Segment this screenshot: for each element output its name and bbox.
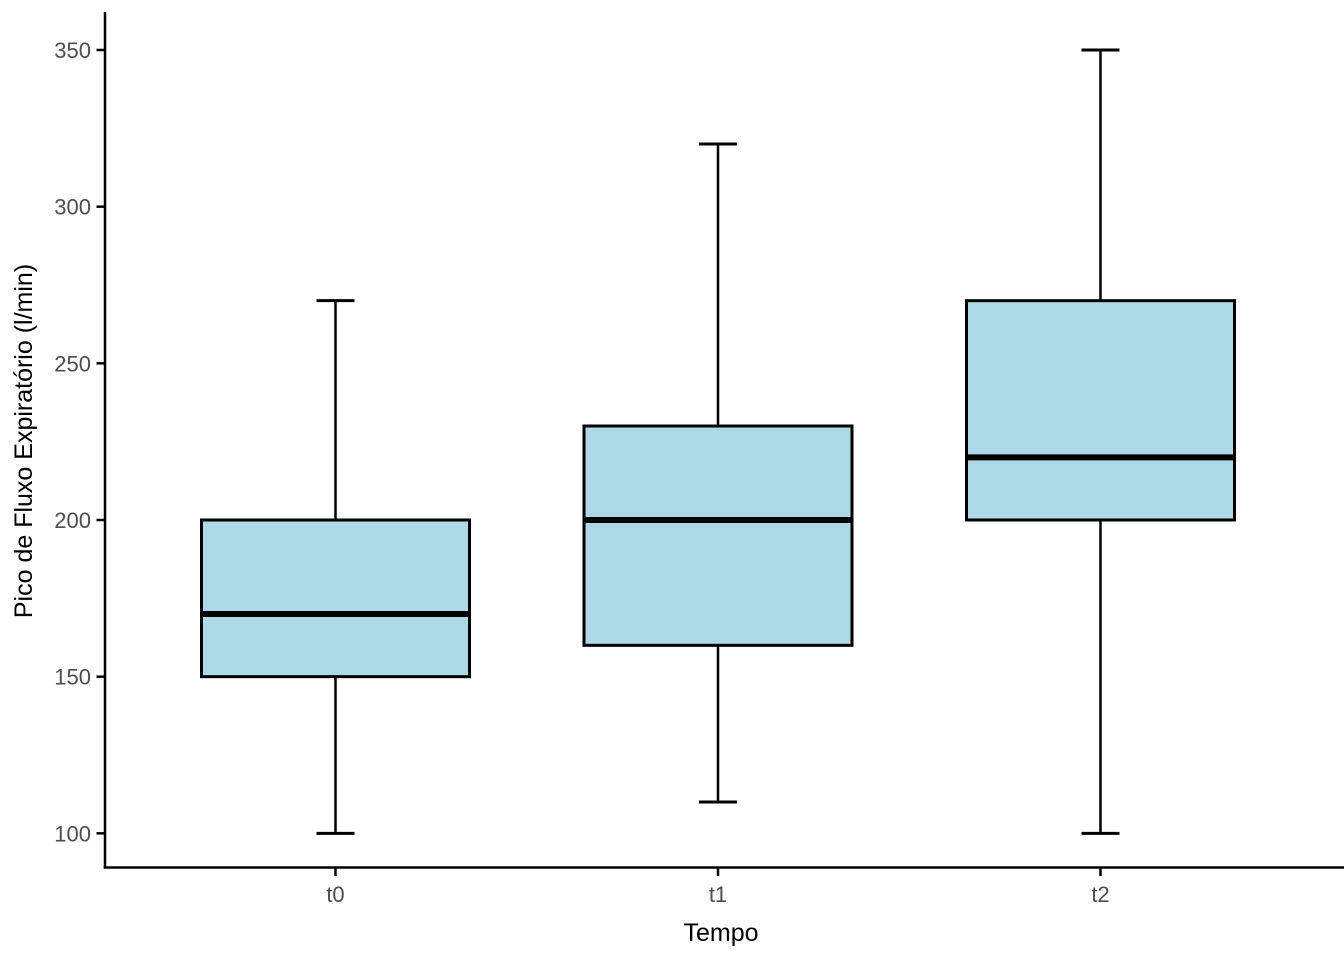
iqr-box: [582, 424, 854, 647]
x-ticks-layer: t0 t1 t2: [326, 867, 1110, 907]
y-tick-label: 350: [54, 38, 91, 63]
x-axis: t0 t1 t2: [103, 866, 1344, 907]
y-tick-label: 200: [54, 508, 91, 533]
y-ticks-layer: 100 150 200 250 300 350: [54, 38, 105, 846]
iqr-box: [200, 518, 471, 679]
x-tick-label: t1: [709, 882, 727, 907]
box-group-t2: [965, 48, 1236, 835]
iqr-box: [965, 299, 1236, 522]
boxes-layer: [200, 48, 1236, 835]
y-tick-label: 100: [54, 821, 91, 846]
x-tick-label: t2: [1091, 882, 1109, 907]
box-group-t1: [582, 142, 854, 804]
y-axis: 100 150 200 250 300 350: [54, 12, 107, 869]
y-axis-title: Pico de Fluxo Expiratório (l/min): [10, 264, 38, 618]
y-tick-label: 150: [54, 665, 91, 690]
box-group-t0: [200, 299, 471, 835]
y-tick-label: 250: [54, 351, 91, 376]
x-axis-title: Tempo: [683, 919, 758, 947]
x-tick-label: t0: [326, 882, 344, 907]
y-tick-label: 300: [54, 195, 91, 220]
